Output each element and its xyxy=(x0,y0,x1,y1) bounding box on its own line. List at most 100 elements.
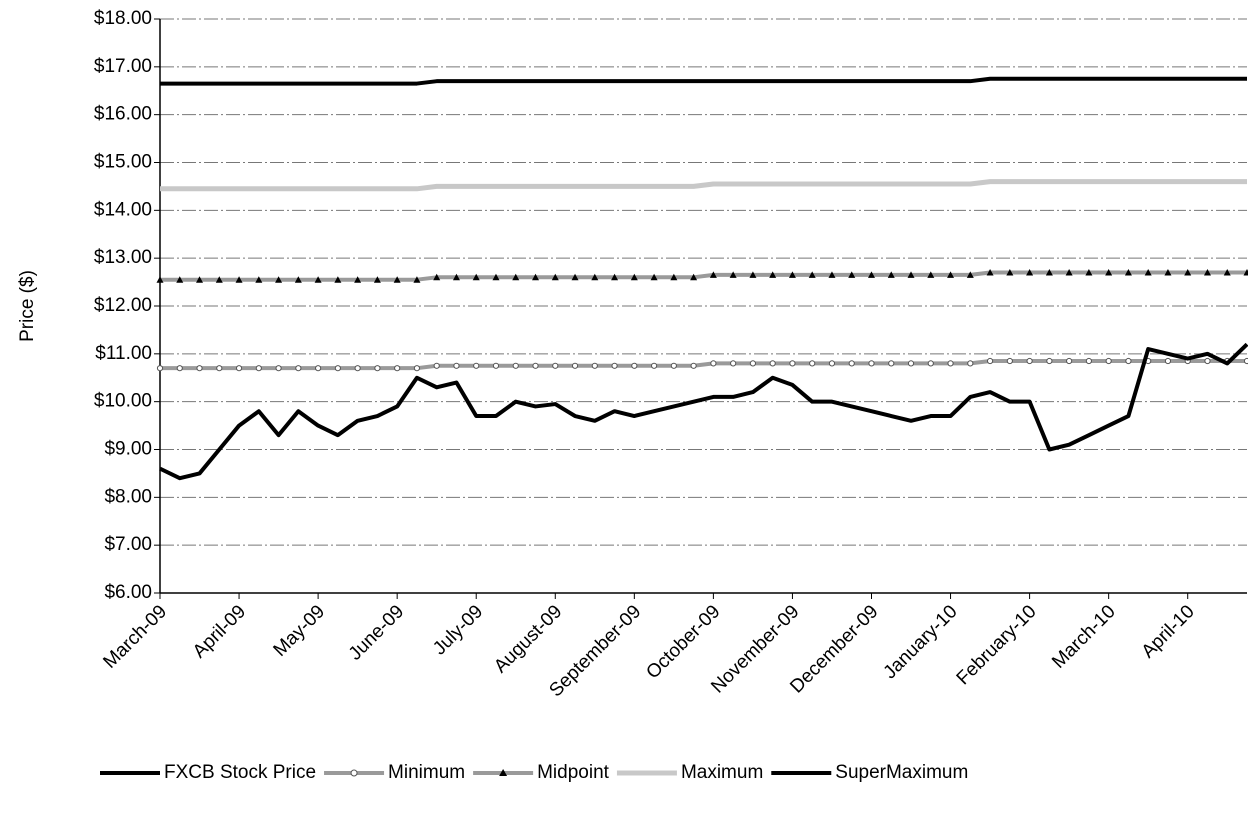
point-marker xyxy=(275,276,283,283)
point-marker xyxy=(947,271,955,278)
point-marker xyxy=(216,365,223,372)
point-marker xyxy=(452,273,460,281)
x-tick-label: April-09 xyxy=(189,601,250,662)
point-marker xyxy=(611,362,618,369)
point-marker xyxy=(512,273,520,281)
point-marker xyxy=(413,365,421,372)
point-marker xyxy=(492,362,500,369)
point-marker xyxy=(176,365,183,372)
point-marker xyxy=(769,271,777,278)
point-marker xyxy=(1164,269,1172,276)
x-tick-label: March-10 xyxy=(1048,601,1120,673)
point-marker xyxy=(690,362,697,369)
series-line xyxy=(159,342,1248,481)
point-marker xyxy=(1026,269,1034,276)
point-marker xyxy=(354,365,361,372)
point-marker xyxy=(591,273,599,281)
point-marker xyxy=(848,360,855,367)
point-marker xyxy=(334,365,341,372)
point-marker xyxy=(907,360,915,367)
point-marker xyxy=(986,357,994,365)
series-line xyxy=(160,270,1247,282)
point-marker xyxy=(176,276,184,283)
point-marker xyxy=(828,360,836,367)
point-marker xyxy=(1204,357,1211,365)
point-marker xyxy=(373,276,381,283)
point-marker xyxy=(730,360,737,367)
legend-marker xyxy=(350,769,358,777)
point-marker xyxy=(1164,357,1172,365)
point-marker xyxy=(1243,357,1248,365)
point-marker xyxy=(295,365,302,372)
x-tick-label: January-10 xyxy=(880,601,962,683)
point-marker xyxy=(769,360,776,367)
point-marker xyxy=(433,273,441,281)
point-marker xyxy=(334,276,342,283)
point-marker xyxy=(196,276,204,283)
point-marker xyxy=(630,273,638,281)
point-marker xyxy=(433,362,440,369)
point-marker xyxy=(156,365,164,372)
point-marker xyxy=(156,276,164,283)
point-marker xyxy=(749,360,757,367)
point-marker xyxy=(848,271,856,278)
point-marker xyxy=(1006,269,1014,276)
y-tick-label: $18.00 xyxy=(94,8,152,29)
y-tick-label: $13.00 xyxy=(94,247,152,268)
series-line xyxy=(160,179,1247,192)
point-marker xyxy=(887,271,895,278)
point-marker xyxy=(809,360,816,367)
point-marker xyxy=(670,362,677,369)
point-marker xyxy=(1105,357,1112,365)
point-marker xyxy=(512,362,519,369)
y-tick-label: $17.00 xyxy=(94,56,152,77)
x-tick-label: June-09 xyxy=(345,601,408,664)
x-tick-label: August-09 xyxy=(490,601,566,677)
y-tick-label: $12.00 xyxy=(94,295,152,316)
point-marker xyxy=(670,273,678,281)
point-marker xyxy=(453,362,460,369)
point-marker xyxy=(571,362,579,369)
point-marker xyxy=(690,273,698,281)
point-marker xyxy=(1085,357,1092,365)
x-tick-label: March-09 xyxy=(99,601,171,673)
point-marker xyxy=(868,360,875,367)
point-marker xyxy=(552,362,559,369)
series-line xyxy=(160,76,1247,86)
x-tick-label: May-09 xyxy=(270,601,330,661)
point-marker xyxy=(492,273,500,281)
point-marker xyxy=(710,360,717,367)
point-marker xyxy=(986,269,994,276)
point-marker xyxy=(1105,269,1113,276)
x-tick-label: July-09 xyxy=(429,601,487,659)
y-tick-label: $11.00 xyxy=(95,343,152,364)
point-marker xyxy=(888,360,895,367)
point-marker xyxy=(867,271,875,278)
point-marker xyxy=(1203,269,1211,276)
point-marker xyxy=(215,276,223,283)
point-marker xyxy=(927,360,934,367)
point-marker xyxy=(235,276,243,283)
point-marker xyxy=(354,276,362,283)
point-marker xyxy=(1045,269,1053,276)
x-tick-label: October-09 xyxy=(642,601,724,683)
point-marker xyxy=(1243,269,1248,276)
y-axis-label: Price ($) xyxy=(17,270,38,342)
point-marker xyxy=(196,365,203,372)
legend-label: FXCB Stock Price xyxy=(164,762,316,783)
point-marker xyxy=(571,273,579,281)
y-tick-label: $15.00 xyxy=(94,152,152,173)
point-marker xyxy=(551,273,559,281)
point-marker xyxy=(789,360,796,367)
point-marker xyxy=(1125,357,1132,365)
x-tick-label: April-10 xyxy=(1138,601,1199,662)
legend-label: Maximum xyxy=(681,762,763,783)
point-marker xyxy=(591,362,598,369)
point-marker xyxy=(749,271,757,278)
legend-label: SuperMaximum xyxy=(835,762,968,783)
point-marker xyxy=(947,360,954,367)
point-marker xyxy=(1026,357,1033,365)
point-marker xyxy=(650,362,658,369)
point-marker xyxy=(315,365,322,372)
